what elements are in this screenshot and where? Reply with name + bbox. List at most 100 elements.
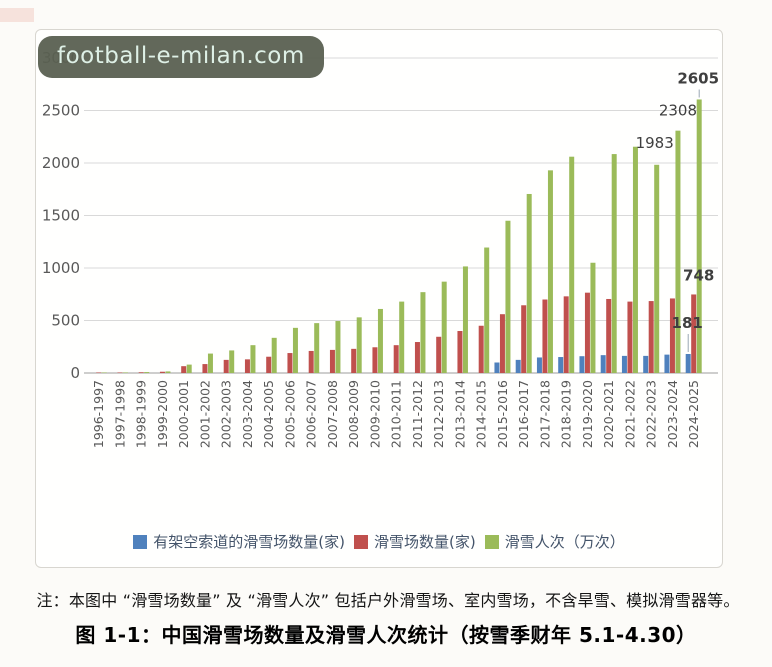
bar-1-22: [563, 296, 569, 373]
bar-1-27: [669, 298, 675, 373]
watermark-badge: football-e-milan.com: [38, 36, 324, 78]
x-tick-label: 2021-2022: [622, 380, 637, 448]
legend-label: 滑雪人次（万次）: [504, 533, 625, 551]
x-tick-label: 2017-2018: [537, 380, 552, 448]
bar-2-22: [569, 156, 575, 373]
bar-2-7: [250, 345, 256, 373]
data-label: 2308: [659, 102, 697, 120]
bar-1-26: [648, 301, 654, 373]
bar-2-17: [462, 266, 468, 373]
legend-label: 滑雪场数量(家): [373, 533, 476, 551]
footnote: 注：本图中 “滑雪场数量” 及 “滑雪人次” 包括户外滑雪场、室内雪场，不含旱雪…: [36, 591, 740, 610]
chart-legend: 有架空索道的滑雪场数量(家) 滑雪场数量(家) 滑雪人次（万次）: [36, 531, 722, 552]
bar-2-10: [314, 323, 320, 373]
x-tick-label: 2019-2020: [580, 380, 595, 448]
bar-2-4: [186, 364, 192, 373]
x-tick-label: 2008-2009: [346, 380, 361, 448]
bar-2-1: [122, 372, 128, 373]
bar-2-0: [101, 372, 107, 373]
bar-1-17: [457, 331, 463, 373]
bar-0-24: [600, 355, 606, 373]
x-tick-label: 1996-1997: [91, 380, 106, 448]
x-tick-label: 2007-2008: [325, 380, 340, 448]
x-tick-label: 2004-2005: [261, 380, 276, 448]
x-tick-label: 2003-2004: [240, 380, 255, 448]
bar-1-10: [308, 350, 314, 373]
bar-1-15: [414, 342, 420, 373]
bar-1-13: [372, 347, 378, 373]
bar-1-21: [542, 299, 548, 373]
bar-1-18: [478, 325, 484, 373]
bar-0-25: [621, 355, 627, 373]
bar-1-1: [117, 372, 123, 373]
bar-1-6: [223, 359, 229, 373]
bar-2-9: [292, 327, 298, 373]
legend-swatch-red: [353, 534, 368, 549]
x-tick-label: 2000-2001: [176, 380, 191, 448]
x-tick-label: 2002-2003: [219, 380, 234, 448]
bar-1-16: [436, 336, 442, 373]
bar-0-27: [664, 354, 670, 373]
y-tick-label: 1000: [42, 259, 80, 277]
bar-2-5: [207, 353, 213, 373]
bar-1-9: [287, 353, 293, 373]
bar-2-18: [484, 247, 490, 373]
bar-2-26: [654, 164, 660, 373]
bar-2-23: [590, 262, 596, 373]
bar-1-5: [202, 364, 208, 373]
legend-item-ropeway-resorts: 有架空索道的滑雪场数量(家): [133, 531, 345, 552]
x-tick-label: 2009-2010: [367, 380, 382, 448]
x-tick-label: 2001-2002: [197, 380, 212, 448]
x-tick-label: 2022-2023: [644, 380, 659, 448]
x-tick-label: 1998-1999: [134, 380, 149, 448]
bar-2-21: [547, 170, 553, 373]
x-tick-label: 2023-2024: [665, 380, 680, 448]
y-tick-label: 2500: [42, 102, 80, 120]
x-tick-label: 2014-2015: [474, 380, 489, 448]
x-tick-label: 2013-2014: [452, 380, 467, 448]
x-tick-label: 2016-2017: [516, 380, 531, 448]
bar-2-13: [377, 308, 383, 373]
bar-0-23: [579, 356, 585, 373]
bar-1-20: [521, 305, 527, 373]
bar-1-0: [96, 372, 102, 373]
x-tick-label: 2018-2019: [559, 380, 574, 448]
bar-2-19: [505, 220, 511, 373]
bar-0-28: [685, 353, 691, 373]
bar-2-27: [675, 130, 681, 373]
bar-2-6: [229, 350, 235, 373]
bar-2-20: [526, 193, 532, 373]
legend-swatch-blue: [133, 534, 148, 549]
watermark-text: football-e-milan.com: [57, 43, 305, 69]
y-tick-label: 2000: [42, 154, 80, 172]
legend-item-ski-visits: 滑雪人次（万次）: [484, 531, 625, 552]
x-tick-label: 1999-2000: [155, 380, 170, 448]
bar-2-25: [632, 146, 638, 373]
bar-1-19: [499, 314, 505, 373]
bar-2-3: [165, 371, 171, 373]
legend-swatch-green: [484, 534, 499, 549]
bar-0-21: [536, 357, 542, 373]
bar-0-20: [515, 359, 521, 373]
bar-0-22: [558, 357, 564, 373]
bar-1-28: [691, 294, 697, 373]
bar-1-14: [393, 345, 399, 373]
x-tick-label: 2011-2012: [410, 380, 425, 448]
bar-1-2: [138, 372, 144, 373]
bar-1-3: [159, 371, 165, 373]
bar-2-2: [144, 372, 150, 373]
x-tick-label: 2020-2021: [601, 380, 616, 448]
bar-2-28: [696, 99, 702, 373]
bar-2-15: [420, 292, 426, 373]
y-tick-label: 1500: [42, 207, 80, 225]
y-tick-label: 500: [51, 312, 80, 330]
data-label: 2605: [677, 69, 719, 87]
x-tick-label: 2005-2006: [282, 380, 297, 448]
y-tick-label: 0: [70, 364, 80, 382]
data-label: 748: [683, 266, 714, 284]
bar-1-8: [266, 356, 272, 373]
x-tick-label: 2024-2025: [686, 380, 701, 448]
bar-0-19: [494, 362, 500, 373]
bar-2-24: [611, 154, 617, 373]
x-tick-label: 1997-1998: [112, 380, 127, 448]
